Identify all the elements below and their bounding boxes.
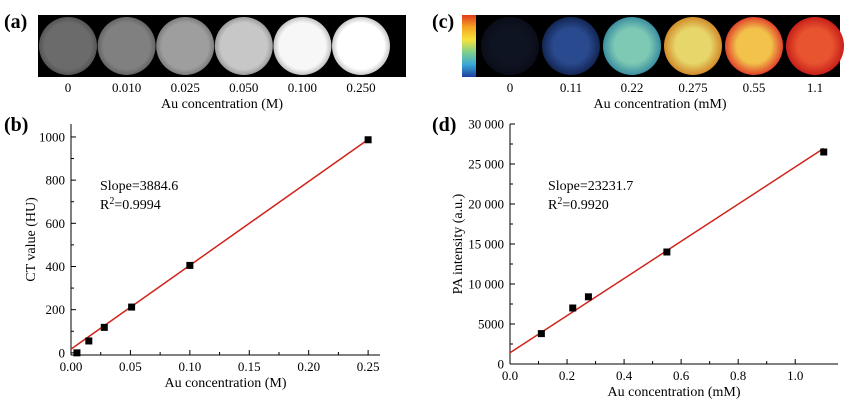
y-tick-label: 5000 bbox=[478, 317, 504, 332]
panel-d-letter: (d) bbox=[432, 114, 456, 136]
pa-phantom-circle bbox=[481, 17, 539, 75]
pa-category-labels: 0 0.11 0.22 0.275 0.55 1.1 bbox=[507, 80, 823, 95]
pa-phantom-circle bbox=[725, 17, 783, 75]
panel-b-letter: (b) bbox=[4, 114, 28, 136]
y-tick-label: 0 bbox=[59, 345, 66, 360]
panel-c-letter: (c) bbox=[432, 11, 454, 33]
y-tick-label: 400 bbox=[46, 259, 66, 274]
pa-calibration-chart: 0.0 0.2 0.4 0.6 0.8 1.0 0 5000 10 000 15 000 20 00… bbox=[451, 117, 838, 400]
ct-category-label: 0.025 bbox=[171, 80, 200, 95]
slope-annotation: Slope=3884.6 bbox=[100, 179, 178, 194]
ct-category-label: 0.100 bbox=[288, 80, 317, 95]
pa-phantom-circle bbox=[786, 17, 844, 75]
y-tick-label: 15 000 bbox=[468, 237, 504, 252]
pa-category-label: 0 bbox=[507, 80, 514, 95]
y-tick-label: 10 000 bbox=[468, 277, 504, 292]
pa-category-label: 0.11 bbox=[560, 80, 582, 95]
panel-a-letter: (a) bbox=[4, 11, 27, 33]
panel-b: (b) 0.00 0.05 0.10 0.15 0.20 0.25 0 200 400 600 80… bbox=[4, 114, 380, 391]
x-tick-label: 0.25 bbox=[357, 359, 380, 374]
data-point bbox=[128, 303, 136, 311]
ct-phantom-circle bbox=[156, 17, 215, 75]
slope-annotation: Slope=23231.7 bbox=[548, 179, 633, 194]
data-point bbox=[100, 323, 108, 331]
panel-a: (a) 0 0.010 0.025 0.050 0.100 0.250 Au concen… bbox=[4, 11, 406, 112]
y-tick-label: 800 bbox=[46, 173, 66, 188]
y-tick-label: 0 bbox=[498, 357, 505, 372]
panel-d: (d) 0.0 0.2 0.4 0.6 0.8 1.0 0 5000 10 000 15 000 2… bbox=[432, 114, 838, 400]
ct-phantom-circle bbox=[39, 17, 97, 75]
pa-phantom-circle bbox=[603, 17, 661, 75]
x-tick-label: 0.4 bbox=[616, 368, 633, 383]
data-point bbox=[537, 330, 545, 338]
x-tick-label: 0.05 bbox=[119, 359, 142, 374]
panel-c: (c) 0 0.11 0.22 0.275 0.55 1.1 Au concentrati… bbox=[432, 11, 844, 112]
y-axis-title: PA intensity (a.u.) bbox=[451, 193, 466, 294]
data-point bbox=[820, 148, 828, 156]
pa-category-label: 0.55 bbox=[743, 80, 766, 95]
ct-phantom-circles bbox=[39, 17, 390, 75]
ct-category-labels: 0 0.010 0.025 0.050 0.100 0.250 bbox=[65, 80, 376, 95]
x-tick-label: 1.0 bbox=[787, 368, 803, 383]
panel-c-xlabel: Au concentration (mM) bbox=[594, 97, 727, 112]
x-tick-label: 0.20 bbox=[297, 359, 320, 374]
pa-phantom-circles bbox=[481, 17, 844, 75]
y-tick-label: 25 000 bbox=[468, 157, 504, 172]
x-tick-label: 0.00 bbox=[60, 359, 83, 374]
y-tick-label: 20 000 bbox=[468, 197, 504, 212]
y-axis-title: CT value (HU) bbox=[24, 197, 39, 282]
ct-category-label: 0.050 bbox=[229, 80, 258, 95]
pa-phantom-circle bbox=[664, 17, 722, 75]
r-squared-annotation: R2=0.9920 bbox=[548, 196, 609, 213]
linear-fit-line bbox=[70, 138, 369, 350]
y-tick-label: 200 bbox=[46, 302, 66, 317]
pa-category-label: 0.22 bbox=[621, 80, 644, 95]
data-point bbox=[569, 304, 577, 312]
y-tick-label: 1000 bbox=[39, 129, 65, 144]
ct-phantom-circle bbox=[214, 17, 273, 75]
r-squared-annotation: R2=0.9994 bbox=[100, 196, 161, 213]
x-tick-label: 0.8 bbox=[730, 368, 746, 383]
pa-category-label: 0.275 bbox=[678, 80, 707, 95]
data-point bbox=[73, 349, 81, 357]
x-tick-label: 0.0 bbox=[502, 368, 518, 383]
x-tick-label: 0.2 bbox=[559, 368, 575, 383]
data-point bbox=[186, 261, 194, 269]
pa-category-label: 1.1 bbox=[807, 80, 823, 95]
ct-phantom-circle bbox=[332, 17, 390, 75]
data-point bbox=[85, 337, 93, 345]
data-point bbox=[663, 248, 671, 256]
y-tick-label: 600 bbox=[46, 216, 66, 231]
ct-phantom-circle bbox=[273, 17, 332, 75]
y-tick-label: 30 000 bbox=[468, 117, 504, 132]
pa-phantom-circle bbox=[542, 17, 600, 75]
x-axis-title: Au concentration (M) bbox=[164, 376, 286, 391]
pa-colorbar bbox=[462, 15, 476, 77]
x-axis-title: Au concentration (mM) bbox=[608, 385, 741, 400]
ct-category-label: 0 bbox=[65, 80, 72, 95]
x-tick-label: 0.6 bbox=[673, 368, 690, 383]
ct-calibration-chart: 0.00 0.05 0.10 0.15 0.20 0.25 0 200 400 600 800 100… bbox=[24, 124, 380, 391]
panel-a-xlabel: Au concentration (M) bbox=[161, 97, 283, 112]
ct-category-label: 0.250 bbox=[346, 80, 375, 95]
data-point bbox=[364, 136, 372, 144]
ct-phantom-circle bbox=[97, 17, 156, 75]
x-tick-label: 0.15 bbox=[238, 359, 261, 374]
data-point bbox=[584, 293, 592, 301]
x-tick-label: 0.10 bbox=[178, 359, 201, 374]
ct-category-label: 0.010 bbox=[112, 80, 141, 95]
